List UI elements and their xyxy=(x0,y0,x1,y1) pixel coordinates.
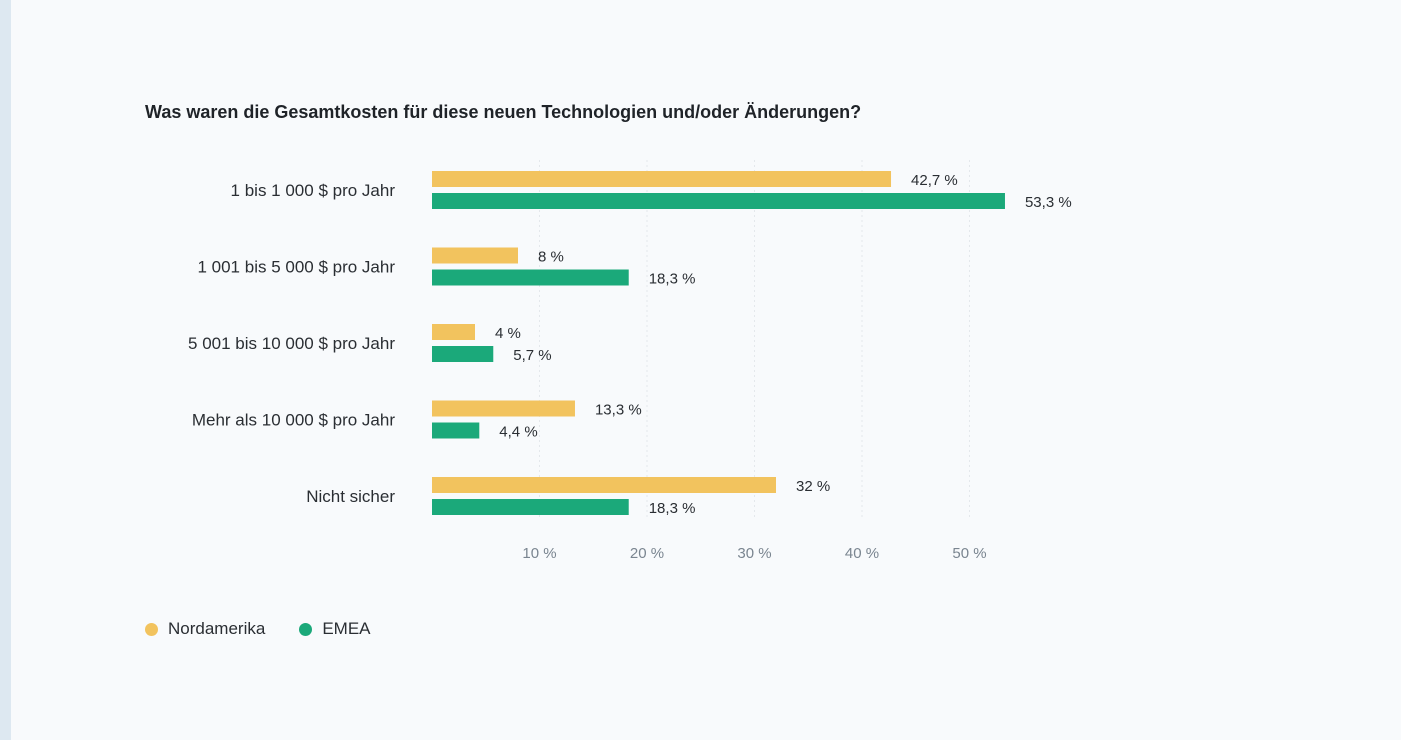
data-label: 32 % xyxy=(796,478,830,495)
legend-item-emea[interactable]: EMEA xyxy=(299,619,371,639)
x-tick-label: 50 % xyxy=(952,545,986,562)
bar-nordamerika[interactable] xyxy=(432,477,776,493)
bar-nordamerika[interactable] xyxy=(432,324,475,340)
data-label: 18,3 % xyxy=(649,500,696,517)
bar-nordamerika[interactable] xyxy=(432,400,575,417)
x-tick-label: 20 % xyxy=(630,545,664,562)
data-label: 4,4 % xyxy=(499,424,537,441)
legend-dot-icon xyxy=(299,622,313,636)
category-label: Mehr als 10 000 $ pro Jahr xyxy=(192,411,396,430)
legend: Nordamerika EMEA xyxy=(145,619,371,639)
category-label: Nicht sicher xyxy=(306,487,395,506)
x-tick-label: 30 % xyxy=(737,545,771,562)
bar-emea[interactable] xyxy=(432,346,494,362)
category-label: 5 001 bis 10 000 $ pro Jahr xyxy=(188,334,395,353)
bar-emea[interactable] xyxy=(432,422,480,439)
data-label: 18,3 % xyxy=(649,271,696,288)
data-label: 53,3 % xyxy=(1025,194,1072,211)
legend-dot-icon xyxy=(145,622,158,636)
chart-title: Was waren die Gesamtkosten für diese neu… xyxy=(145,102,862,122)
data-label: 8 % xyxy=(538,249,564,266)
category-label: 1 001 bis 5 000 $ pro Jahr xyxy=(197,258,395,277)
bar-emea[interactable] xyxy=(432,499,629,515)
x-tick-label: 40 % xyxy=(845,545,879,562)
x-tick-label: 10 % xyxy=(522,545,556,562)
data-label: 13,3 % xyxy=(595,402,642,419)
bar-nordamerika[interactable] xyxy=(432,171,892,187)
bar-emea[interactable] xyxy=(432,269,629,286)
legend-item-nordamerika[interactable]: Nordamerika xyxy=(145,619,265,639)
bar-emea[interactable] xyxy=(432,193,1005,209)
category-label: 1 bis 1 000 $ pro Jahr xyxy=(231,181,396,200)
bar-nordamerika[interactable] xyxy=(432,247,518,264)
legend-label: Nordamerika xyxy=(168,619,266,638)
data-label: 42,7 % xyxy=(911,172,958,189)
data-label: 5,7 % xyxy=(513,347,551,364)
data-label: 4 % xyxy=(495,325,521,342)
legend-label: EMEA xyxy=(322,619,371,638)
left-rail xyxy=(0,0,11,740)
